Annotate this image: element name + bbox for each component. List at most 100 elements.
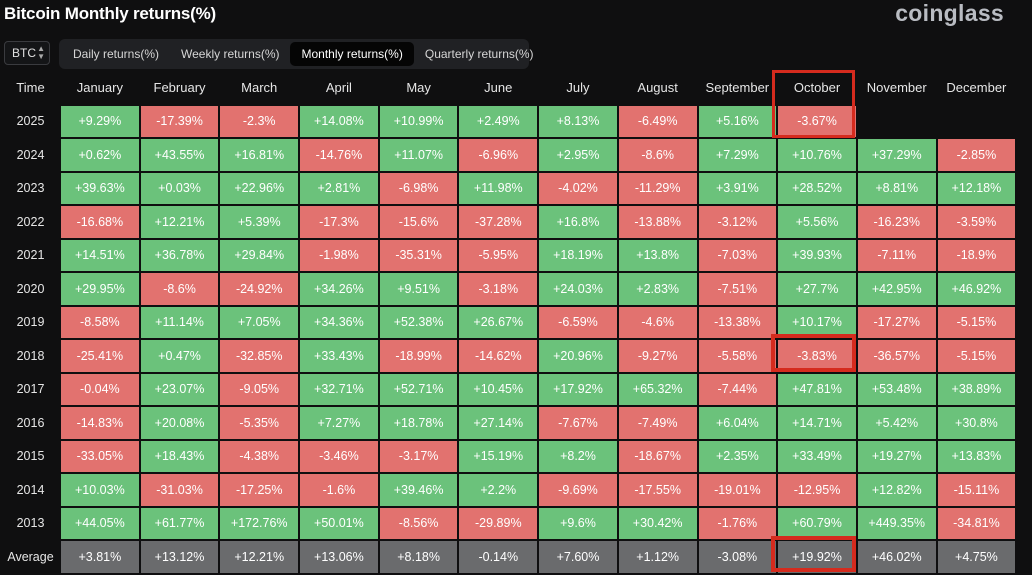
return-cell: -18.99% bbox=[379, 340, 458, 372]
row-year-label: 2015 bbox=[16, 449, 45, 464]
table-row: 2015 -33.05% +18.43% -4.38% -3.46% -3.17% +15.… bbox=[2, 440, 1016, 472]
average-cell: +19.92% bbox=[778, 541, 856, 573]
return-cell: +0.47% bbox=[140, 340, 219, 372]
asset-select[interactable]: BTC ▲ ▼ bbox=[4, 41, 50, 65]
return-cell: +19.27% bbox=[857, 440, 936, 472]
return-cell: -1.98% bbox=[300, 239, 378, 271]
average-cell: +46.02% bbox=[857, 541, 936, 573]
return-cell: +5.16% bbox=[698, 105, 777, 137]
return-cell: +39.46% bbox=[379, 474, 458, 506]
return-cell: +20.96% bbox=[539, 340, 617, 372]
average-row: Average +3.81% +13.12% +12.21% +13.06% +8.18%… bbox=[2, 541, 1016, 573]
return-cell: -7.51% bbox=[698, 273, 777, 305]
return-cell: +11.07% bbox=[379, 139, 458, 171]
return-cell: +30.8% bbox=[937, 407, 1016, 439]
return-cell: -17.39% bbox=[140, 105, 219, 137]
return-cell: +13.8% bbox=[618, 239, 697, 271]
table-row: 2016 -14.83% +20.08% -5.35% +7.27% +18.78% +27… bbox=[2, 407, 1016, 439]
return-cell: +8.81% bbox=[857, 172, 936, 204]
return-cell: +50.01% bbox=[300, 507, 378, 539]
return-cell: -7.49% bbox=[618, 407, 697, 439]
return-cell: -9.27% bbox=[618, 340, 697, 372]
return-cell: +11.14% bbox=[140, 306, 219, 338]
returns-period-tabs: Daily returns(%) Weekly returns(%) Month… bbox=[59, 39, 534, 69]
return-cell: +10.99% bbox=[379, 105, 458, 137]
return-cell: +11.98% bbox=[459, 172, 538, 204]
row-year-label: 2013 bbox=[16, 516, 45, 531]
return-cell: +34.26% bbox=[300, 273, 378, 305]
return-cell: -14.76% bbox=[300, 139, 378, 171]
return-cell: +12.21% bbox=[140, 206, 219, 238]
return-cell: +29.95% bbox=[61, 273, 139, 305]
return-cell: -3.17% bbox=[379, 440, 458, 472]
tab-weekly-returns[interactable]: Weekly returns(%) bbox=[181, 47, 280, 61]
return-cell: -8.6% bbox=[618, 139, 697, 171]
return-cell: +30.42% bbox=[618, 507, 697, 539]
table-row: 2017 -0.04% +23.07% -9.05% +32.71% +52.71% +10… bbox=[2, 373, 1016, 405]
updown-chevron-icon: ▲ ▼ bbox=[37, 44, 45, 61]
return-cell: +0.03% bbox=[140, 172, 219, 204]
return-cell: +16.8% bbox=[539, 206, 617, 238]
return-cell: -18.9% bbox=[937, 239, 1016, 271]
average-cell: +13.12% bbox=[140, 541, 219, 573]
row-year-label: 2016 bbox=[16, 415, 45, 430]
average-cell: +12.21% bbox=[220, 541, 299, 573]
return-cell: +38.89% bbox=[937, 373, 1016, 405]
return-cell: -29.89% bbox=[459, 507, 538, 539]
return-cell: -31.03% bbox=[140, 474, 219, 506]
return-cell: +7.29% bbox=[698, 139, 777, 171]
column-header-january: January bbox=[76, 80, 123, 96]
return-cell: -32.85% bbox=[220, 340, 299, 372]
return-cell: -11.29% bbox=[618, 172, 697, 204]
tab-quarterly-returns[interactable]: Quarterly returns(%) bbox=[424, 47, 534, 61]
column-header-june: June bbox=[484, 80, 513, 96]
return-cell: -35.31% bbox=[379, 239, 458, 271]
tab-daily-returns[interactable]: Daily returns(%) bbox=[73, 47, 160, 61]
return-cell: +47.81% bbox=[778, 373, 856, 405]
return-cell: -4.38% bbox=[220, 440, 299, 472]
return-cell: +26.67% bbox=[459, 306, 538, 338]
average-cell: +4.75% bbox=[937, 541, 1016, 573]
return-cell: -7.67% bbox=[539, 407, 617, 439]
return-cell: +61.77% bbox=[140, 507, 219, 539]
return-cell: +53.48% bbox=[857, 373, 936, 405]
return-cell: +5.42% bbox=[857, 407, 936, 439]
column-header-march: March bbox=[241, 80, 278, 96]
average-cell: +8.18% bbox=[379, 541, 458, 573]
column-header-april: April bbox=[325, 80, 352, 96]
table-header-row: Time January February March April May June July… bbox=[2, 72, 1015, 104]
return-cell: -5.95% bbox=[459, 239, 538, 271]
return-cell: +60.79% bbox=[778, 507, 856, 539]
return-cell: +9.6% bbox=[539, 507, 617, 539]
return-cell: -6.98% bbox=[379, 172, 458, 204]
return-cell: +52.71% bbox=[379, 373, 458, 405]
average-cell: +1.12% bbox=[618, 541, 697, 573]
column-header-november: November bbox=[866, 80, 927, 96]
return-cell: -14.62% bbox=[459, 340, 538, 372]
row-year-label: 2022 bbox=[16, 214, 45, 229]
return-cell: +46.92% bbox=[937, 273, 1016, 305]
return-cell: +14.08% bbox=[300, 105, 378, 137]
return-cell: +36.78% bbox=[140, 239, 219, 271]
table-row: 2023 +39.63% +0.03% +22.96% +2.81% -6.98% +11.… bbox=[2, 172, 1016, 204]
return-cell: +8.13% bbox=[539, 105, 617, 137]
return-cell: +33.49% bbox=[778, 440, 856, 472]
return-cell: -1.76% bbox=[698, 507, 777, 539]
return-cell: -19.01% bbox=[698, 474, 777, 506]
return-cell: +9.51% bbox=[379, 273, 458, 305]
tab-monthly-returns[interactable]: Monthly returns(%) bbox=[290, 42, 414, 66]
return-cell: +20.08% bbox=[140, 407, 219, 439]
return-cell: -7.03% bbox=[698, 239, 777, 271]
return-cell: -24.92% bbox=[220, 273, 299, 305]
return-cell: -13.38% bbox=[698, 306, 777, 338]
return-cell: +18.43% bbox=[140, 440, 219, 472]
column-header-may: May bbox=[406, 80, 431, 96]
column-header-february: February bbox=[153, 80, 206, 96]
row-year-label: 2023 bbox=[16, 181, 45, 196]
return-cell: -25.41% bbox=[61, 340, 139, 372]
return-cell: +43.55% bbox=[140, 139, 219, 171]
return-cell: +6.04% bbox=[698, 407, 777, 439]
column-header-august: August bbox=[637, 80, 678, 96]
return-cell: +37.29% bbox=[857, 139, 936, 171]
table-row: 2024 +0.62% +43.55% +16.81% -14.76% +11.07% -6… bbox=[2, 139, 1016, 171]
